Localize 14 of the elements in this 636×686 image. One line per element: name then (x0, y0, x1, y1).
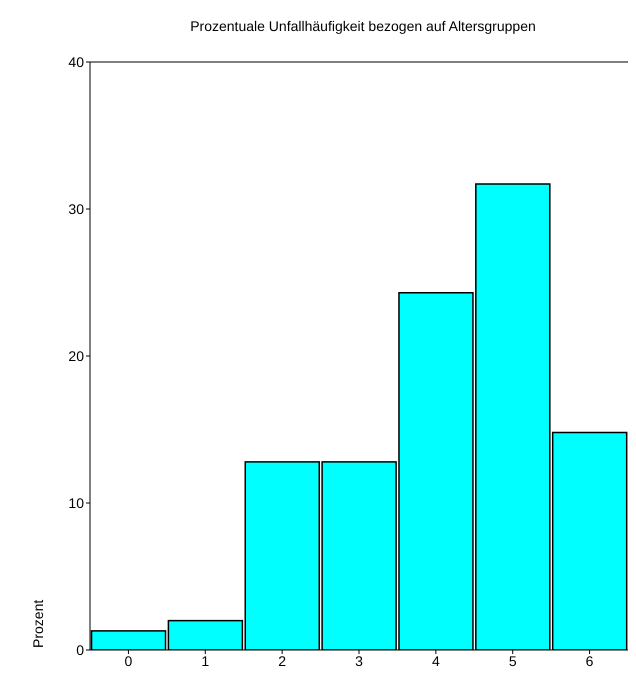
y-tick-label: 40 (68, 54, 84, 70)
x-tick-label: 3 (355, 652, 364, 669)
x-tick-label: 0 (124, 652, 133, 669)
y-tick-label: 20 (68, 348, 84, 364)
x-tick-label: 1 (201, 652, 210, 669)
y-axis-title: Prozent (30, 600, 46, 648)
y-tick-label: 30 (68, 200, 84, 217)
y-tick-label: 0 (76, 642, 84, 658)
x-tick-label: 5 (508, 652, 517, 669)
x-tick-label: 6 (586, 652, 594, 669)
x-tick-label: 2 (278, 652, 286, 669)
y-tick-label: 10 (68, 494, 84, 511)
chart-title: Prozentuale Unfallhäufigkeit bezogen auf Altersgruppen (189, 18, 537, 34)
x-tick-label: 4 (432, 652, 440, 669)
